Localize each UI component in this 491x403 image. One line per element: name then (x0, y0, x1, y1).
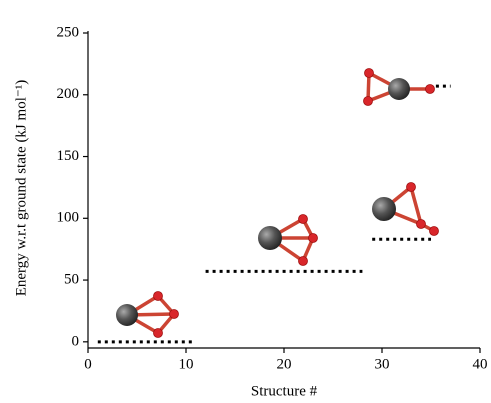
y-tick-label: 150 (57, 148, 80, 164)
molecule (116, 292, 179, 338)
y-tick-label: 250 (57, 24, 80, 40)
y-axis-label: Energy w.r.t ground state (kJ mol⁻¹) (13, 80, 29, 297)
y-tick-label: 0 (72, 333, 80, 349)
x-tick-label: 20 (277, 356, 292, 372)
x-axis-label: Structure # (251, 383, 318, 399)
chart: Structure # Energy w.r.t ground state (k… (0, 0, 491, 403)
x-tick-label: 10 (179, 356, 194, 372)
y-tick-label: 50 (64, 271, 79, 287)
x-tick-label: 0 (84, 356, 92, 372)
y-tick-label: 100 (57, 210, 80, 226)
molecule (364, 69, 435, 106)
x-tick-label: 40 (473, 356, 488, 372)
y-tick-label: 200 (57, 86, 80, 102)
molecule (372, 183, 439, 236)
molecule (258, 215, 318, 266)
molecule-icons (116, 69, 439, 338)
x-tick-label: 30 (375, 356, 390, 372)
